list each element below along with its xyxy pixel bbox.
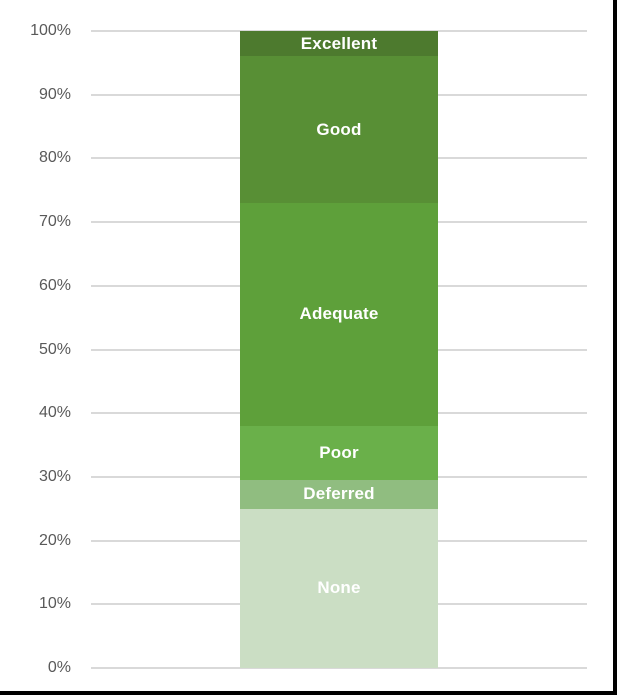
y-tick-label-10: 10% bbox=[38, 595, 71, 613]
y-tick-label-40: 40% bbox=[38, 404, 71, 422]
bar-segment-poor: Poor bbox=[240, 425, 438, 481]
bar-segment-label-none: None bbox=[317, 578, 361, 598]
plot-area: Excellent Good Adequate Poor Deferred None bbox=[91, 30, 587, 669]
y-tick-label-30: 30% bbox=[38, 467, 71, 485]
y-tick-label-60: 60% bbox=[38, 276, 71, 294]
figure-border-right bbox=[613, 0, 617, 695]
y-tick-label-90: 90% bbox=[38, 85, 71, 103]
bar-segment-deferred: Deferred bbox=[240, 480, 438, 509]
bar-segment-label-poor: Poor bbox=[319, 442, 359, 462]
bar-segment-label-adequate: Adequate bbox=[299, 304, 379, 324]
y-tick-label-70: 70% bbox=[38, 213, 71, 231]
stacked-bar: Excellent Good Adequate Poor Deferred None bbox=[240, 31, 438, 668]
bar-segment-label-good: Good bbox=[316, 119, 362, 139]
y-axis: 0% 10% 20% 30% 40% 50% 60% 70% 80% 90% 100% bbox=[0, 22, 77, 676]
bar-segment-adequate: Adequate bbox=[240, 202, 438, 426]
bar-segment-none: None bbox=[240, 508, 438, 668]
figure-border-bottom bbox=[0, 691, 617, 695]
bar-segment-label-deferred: Deferred bbox=[303, 484, 375, 504]
bar-segment-excellent: Excellent bbox=[240, 31, 438, 57]
y-tick-label-80: 80% bbox=[38, 149, 71, 167]
y-tick-label-100: 100% bbox=[30, 22, 71, 39]
y-tick-label-50: 50% bbox=[38, 340, 71, 358]
y-tick-label-20: 20% bbox=[38, 531, 71, 549]
bar-segment-label-excellent: Excellent bbox=[300, 33, 378, 53]
y-tick-label-0: 0% bbox=[47, 659, 71, 676]
bar-segment-good: Good bbox=[240, 56, 438, 203]
